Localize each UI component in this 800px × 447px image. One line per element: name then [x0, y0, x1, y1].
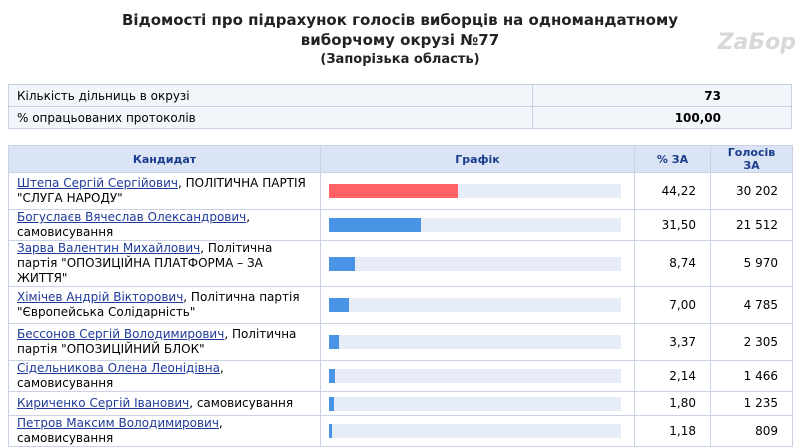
percent: 1,18	[634, 415, 711, 447]
graph-cell	[320, 360, 635, 392]
bar-track	[329, 298, 621, 312]
page: {"header":{"title":"Відомості про підрах…	[8, 11, 796, 447]
party: , самовисування	[17, 361, 224, 390]
graph-cell	[320, 240, 635, 287]
bar-track	[329, 424, 621, 438]
result-row: Зарва Валентин Михайлович, Політична пар…	[8, 240, 793, 287]
candidate-cell: Богуслаєв Вячеслав Олександрович, самови…	[8, 209, 321, 241]
bar-track	[329, 335, 621, 349]
graph-cell	[320, 415, 635, 447]
graph-cell	[320, 209, 635, 241]
percent: 1,80	[634, 391, 711, 416]
votes: 30 202	[710, 172, 793, 210]
party: , Політична партія "ОПОЗИЦІЙНИЙ БЛОК"	[17, 327, 297, 356]
percent: 31,50	[634, 209, 711, 241]
percent: 2,14	[634, 360, 711, 392]
candidate-cell: Хімічев Андрій Вікторович, Політична пар…	[8, 286, 321, 324]
bar-track	[329, 369, 621, 383]
percent: 8,74	[634, 240, 711, 287]
candidate-name: Сідельникова Олена Леонідівна	[17, 361, 220, 375]
bar	[329, 256, 355, 271]
subtitle: (Запорізька область)	[320, 52, 480, 67]
bar	[329, 424, 333, 438]
summary-row: % опрацьованих протоколів 100,00	[8, 106, 792, 129]
bar	[329, 369, 336, 383]
percent: 3,37	[634, 323, 711, 361]
candidate-name: Штепа Сергій Сергійович	[17, 176, 178, 190]
graph-cell	[320, 323, 635, 361]
title: Відомості про підрахунок голосів виборці…	[122, 11, 678, 49]
graph-cell	[320, 391, 635, 416]
percent: 44,22	[634, 172, 711, 210]
graph-cell	[320, 172, 635, 210]
bar	[329, 184, 459, 198]
votes: 5 970	[710, 240, 793, 287]
column-header: Кандидат	[8, 145, 321, 173]
graph-cell	[320, 286, 635, 324]
candidate-name: Богуслаєв Вячеслав Олександрович	[17, 210, 247, 224]
summary-value: 100,00	[532, 106, 792, 129]
votes: 21 512	[710, 209, 793, 241]
header-row: Кандидат Графік% ЗА Голосів ЗА	[8, 145, 793, 173]
votes: 809	[710, 415, 793, 447]
candidate-name: Петров Максим Володимирович	[17, 416, 219, 430]
result-row: Богуслаєв Вячеслав Олександрович, самови…	[8, 209, 793, 241]
bar	[329, 298, 350, 312]
candidate-name: Хімічев Андрій Вікторович	[17, 290, 184, 304]
candidate-cell: Бессонов Сергій Володимирович, Політична…	[8, 323, 321, 361]
results-table: Кандидат Графік% ЗА Голосів ЗА Штепа Сергі…	[8, 145, 793, 447]
party: , самовисування	[17, 210, 251, 239]
summary-label: Кількість дільниць в окрузі	[8, 84, 533, 107]
page-body: Відомості про підрахунок голосів виборці…	[8, 11, 796, 447]
candidate-cell: Сідельникова Олена Леонідівна, самовисув…	[8, 360, 321, 392]
party: , ПОЛІТИЧНА ПАРТІЯ "СЛУГА НАРОДУ"	[17, 176, 306, 205]
column-header: Голосів ЗА	[710, 145, 793, 173]
summary-row: Кількість дільниць в окрузі 73	[8, 84, 792, 107]
party: , Політична партія "Європейська Солідарн…	[17, 290, 300, 319]
summary-table: Кількість дільниць в окрузі 73% опрацьова…	[8, 84, 792, 129]
votes: 4 785	[710, 286, 793, 324]
bar-track	[329, 184, 621, 198]
bar-track	[329, 256, 621, 271]
bar	[329, 396, 335, 411]
bar	[329, 218, 421, 232]
bar-track	[329, 396, 621, 411]
candidate-cell: Зарва Валентин Михайлович, Політична пар…	[8, 240, 321, 287]
result-row: Хімічев Андрій Вікторович, Політична пар…	[8, 286, 793, 324]
result-row: Кириченко Сергій Іванович, самовисування…	[8, 391, 793, 416]
bar-track	[329, 218, 621, 232]
result-row: Бессонов Сергій Володимирович, Політична…	[8, 323, 793, 361]
bar	[329, 335, 339, 349]
result-row: Сідельникова Олена Леонідівна, самовисув…	[8, 360, 793, 392]
candidate-cell: Петров Максим Володимирович, самовисуван…	[8, 415, 321, 447]
candidate-name: Кириченко Сергій Іванович	[17, 396, 190, 410]
candidate-cell: Штепа Сергій Сергійович, ПОЛІТИЧНА ПАРТІ…	[8, 172, 321, 210]
votes: 1 235	[710, 391, 793, 416]
percent: 7,00	[634, 286, 711, 324]
logo: ZaБор	[717, 30, 796, 55]
result-row: Штепа Сергій Сергійович, ПОЛІТИЧНА ПАРТІ…	[8, 172, 793, 210]
party: , Політична партія "ОПОЗИЦІЙНА ПЛАТФОРМА…	[17, 241, 273, 285]
summary-label: % опрацьованих протоколів	[8, 106, 533, 129]
summary-value: 73	[532, 84, 792, 107]
votes: 2 305	[710, 323, 793, 361]
party: , самовисування	[189, 396, 294, 410]
column-header: % ЗА	[634, 145, 711, 173]
candidate-name: Зарва Валентин Михайлович	[17, 241, 201, 255]
candidate-name: Бессонов Сергій Володимирович	[17, 327, 225, 341]
candidate-cell: Кириченко Сергій Іванович, самовисування	[8, 391, 321, 416]
votes: 1 466	[710, 360, 793, 392]
column-header: Графік	[320, 145, 635, 173]
result-row: Петров Максим Володимирович, самовисуван…	[8, 415, 793, 447]
